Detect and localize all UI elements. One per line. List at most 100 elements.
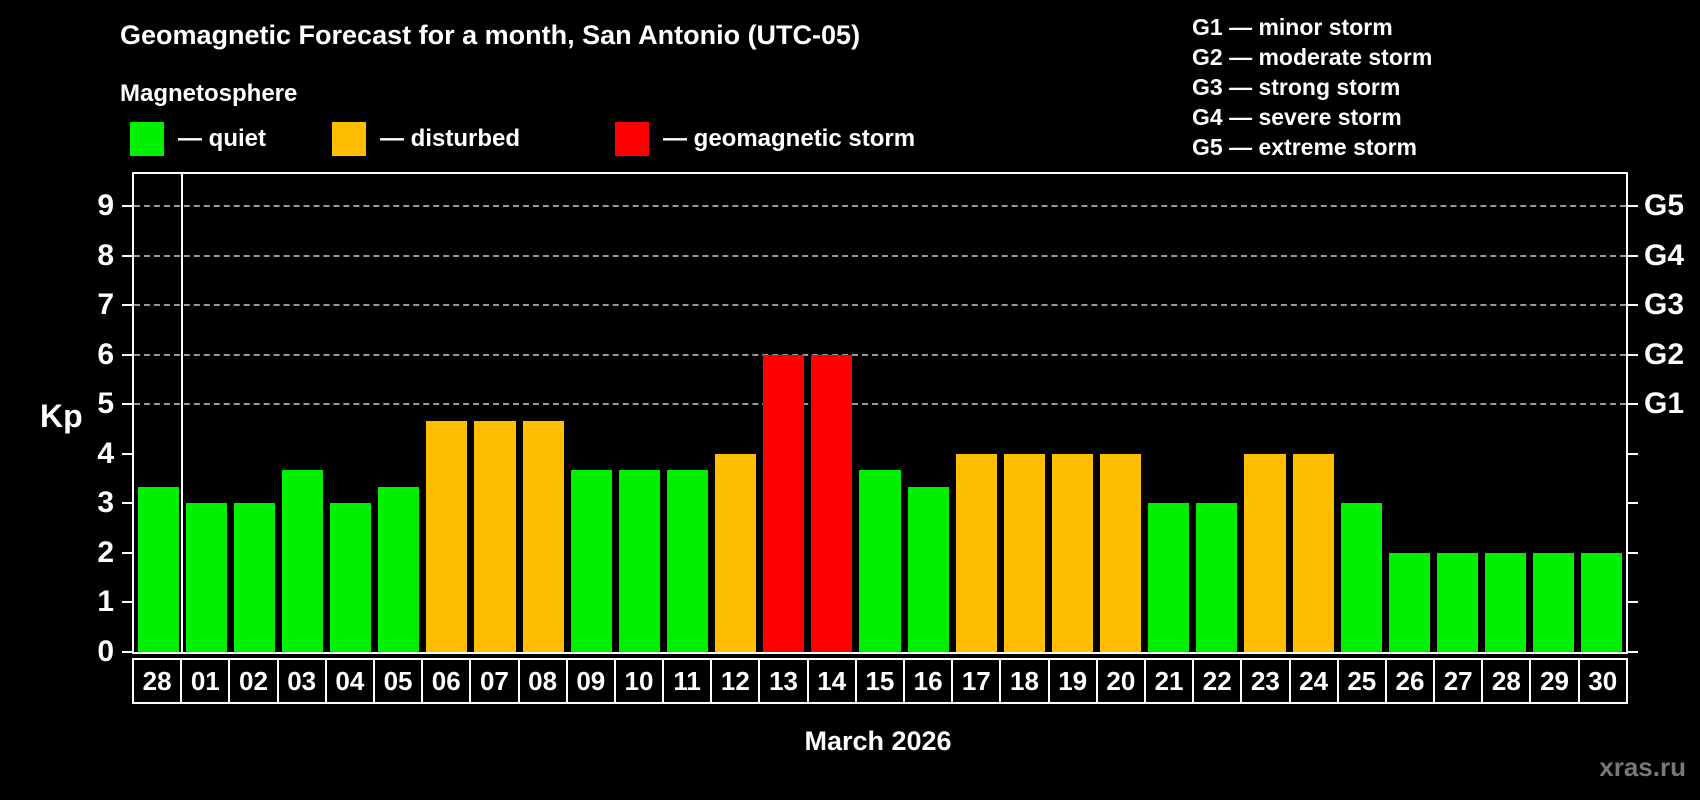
kp-bar-day-12 [715,453,757,652]
right-tick-kp1 [1628,601,1638,604]
x-axis-day-labels: 28 01 02 03 04 05 06 07 08 09 10 11 12 13 14 15 16 17 18 19… [132,658,1628,704]
day-label-cell: 05 [372,658,424,704]
storm-swatch [615,122,649,156]
kp-bar-day-29 [1533,552,1575,652]
kp-bar-day-23 [1244,453,1286,652]
x-axis-title: March 2026 [804,726,952,756]
right-tick-kp4 [1628,452,1638,455]
quiet-swatch [130,122,164,156]
kp-bar-day-09 [570,470,612,652]
right-tick-kp9 [1628,205,1638,208]
kp-bar-day-10 [618,470,660,652]
g3-legend-line: G3 — strong storm [1192,74,1401,100]
day-label-cell: 10 [613,658,665,704]
day-label-cell: 30 [1577,658,1628,704]
storm-label: — geomagnetic storm [663,125,916,152]
g5-legend-line: G5 — extreme storm [1192,134,1417,160]
plot-area [132,172,1628,654]
kp-bar-day-11 [666,470,709,652]
day-label-cell: 16 [903,658,954,704]
day-label-cell: 24 [1288,658,1339,704]
day-label-cell: 27 [1433,658,1484,704]
kp-bar-day-15 [859,470,901,652]
g-level-label-g4: G4 [1644,238,1685,272]
kp-bar-day-18 [1003,453,1045,652]
day-label-cell: 26 [1384,658,1436,704]
y-tick-label-2: 2 [97,535,114,569]
day-label-cell: 02 [228,658,279,704]
left-tick-kp3 [122,502,132,505]
left-tick-kp4 [122,452,132,455]
kp-bar-day-01 [185,503,227,652]
kp-bar-day-24 [1292,453,1334,652]
kp-bar-day-26 [1388,552,1430,652]
gridline-kp7 [134,304,1626,307]
kp-bar-day-27 [1436,552,1479,652]
day-label-cell: 21 [1143,658,1195,704]
right-tick-kp2 [1628,551,1638,554]
kp-bar-day-30 [1581,552,1623,652]
gridline-kp5 [134,403,1626,406]
day-label-cell: 23 [1240,658,1291,704]
y-tick-label-5: 5 [97,387,114,421]
right-tick-kp8 [1628,254,1638,257]
y-tick-label-1: 1 [97,585,114,619]
day-label-cell: 29 [1529,658,1580,704]
day-label-cell: 13 [758,658,809,704]
kp-bar-day-19 [1051,453,1094,652]
y-tick-label-8: 8 [97,238,114,272]
day-label-cell: 11 [662,658,713,704]
kp-bar-day-13 [763,354,805,652]
g2-legend-line: G2 — moderate storm [1192,44,1433,70]
y-tick-label-4: 4 [97,436,114,470]
left-tick-kp2 [122,551,132,554]
left-tick-kp8 [122,254,132,257]
day-label-cell: 08 [517,658,568,704]
kp-bar-day-16 [907,487,949,652]
day-label-cell: 20 [1095,658,1146,704]
g-level-label-g5: G5 [1644,189,1685,223]
legend-item-quiet: — quiet [130,122,266,156]
day-label-cell: 17 [951,658,1002,704]
legend-item-storm: — geomagnetic storm [615,122,915,156]
quiet-label: — quiet [178,125,266,152]
right-tick-kp3 [1628,502,1638,505]
day-label-cell: 15 [854,658,905,704]
y-tick-label-3: 3 [97,486,114,520]
day-label-cell: 19 [1047,658,1098,704]
right-tick-kp7 [1628,304,1638,307]
g4-legend-line: G4 — severe storm [1192,104,1402,130]
right-tick-kp6 [1628,353,1638,356]
day-label-cell: 28 [132,658,183,704]
left-tick-kp9 [122,205,132,208]
y-tick-label-6: 6 [97,337,114,371]
kp-bar-day-02 [233,503,275,652]
y-tick-label-0: 0 [97,635,114,668]
kp-bar-day-03 [281,470,323,652]
kp-bar-day-17 [955,453,997,652]
day-label-cell: 06 [421,658,472,704]
day-label-cell: 28 [1481,658,1532,704]
watermark: xras.ru [1599,752,1686,782]
day-label-cell: 25 [1336,658,1387,704]
left-tick-kp6 [122,353,132,356]
g-level-label-g2: G2 [1644,337,1685,371]
kp-bar-day-07 [474,420,516,652]
kp-bar-day-14 [811,354,853,652]
g1-legend-line: G1 — minor storm [1192,14,1393,40]
gridline-kp8 [134,254,1626,257]
g-level-label-g3: G3 [1644,288,1685,322]
right-tick-kp0 [1628,651,1638,653]
kp-bar-day-28 [1485,552,1527,652]
day-label-cell: 22 [1192,658,1243,704]
y-tick-label-9: 9 [97,189,114,223]
disturbed-swatch [332,122,366,156]
right-tick-kp5 [1628,403,1638,406]
kp-bar-day-08 [522,420,564,652]
magnetosphere-label: Magnetosphere [120,80,298,107]
y-tick-label-7: 7 [97,288,114,322]
month-separator-line [181,174,184,652]
day-label-cell: 04 [324,658,375,704]
g-level-label-g1: G1 [1644,387,1685,421]
